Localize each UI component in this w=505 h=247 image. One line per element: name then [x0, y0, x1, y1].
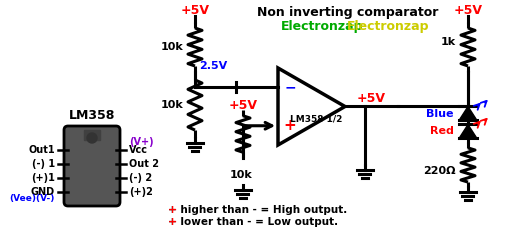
Text: +5V: +5V [452, 3, 482, 17]
Text: 1k: 1k [440, 37, 455, 47]
Text: (V+): (V+) [129, 137, 154, 147]
Text: +5V: +5V [228, 99, 257, 111]
FancyBboxPatch shape [64, 126, 120, 206]
Text: +: + [168, 217, 177, 227]
Text: LM358 1/2: LM358 1/2 [289, 114, 341, 123]
Text: Vcc: Vcc [129, 145, 147, 155]
Text: LM358: LM358 [69, 109, 115, 122]
Text: (Vee)(V-): (Vee)(V-) [10, 193, 55, 203]
Text: 10k: 10k [160, 100, 183, 110]
Text: 220Ω: 220Ω [423, 165, 455, 176]
Polygon shape [84, 130, 100, 140]
Text: 10k: 10k [229, 170, 252, 180]
Text: Out1: Out1 [28, 145, 55, 155]
Text: Non inverting comparator: Non inverting comparator [257, 5, 438, 19]
Text: Blue: Blue [426, 108, 453, 119]
Text: Red: Red [429, 126, 453, 137]
Text: +: + [283, 118, 296, 133]
Text: +: + [168, 205, 177, 215]
Text: +5V: +5V [357, 92, 385, 105]
Text: Out 2: Out 2 [129, 159, 159, 169]
Polygon shape [458, 106, 476, 121]
Text: 10k: 10k [160, 42, 183, 52]
Text: (+)2: (+)2 [129, 187, 153, 197]
Text: Electronzap: Electronzap [346, 20, 428, 33]
Text: GND: GND [31, 187, 55, 197]
Text: (-) 2: (-) 2 [129, 173, 152, 183]
Text: (+)1: (+)1 [31, 173, 55, 183]
Text: −: − [284, 80, 295, 94]
Text: + lower than - = Low output.: + lower than - = Low output. [168, 217, 337, 227]
Text: 2.5V: 2.5V [198, 61, 227, 71]
Circle shape [87, 133, 97, 143]
Polygon shape [458, 124, 476, 139]
Text: Electronzap: Electronzap [280, 20, 363, 33]
Text: + higher than - = High output.: + higher than - = High output. [168, 205, 346, 215]
Text: +5V: +5V [180, 3, 209, 17]
Text: (-) 1: (-) 1 [32, 159, 55, 169]
